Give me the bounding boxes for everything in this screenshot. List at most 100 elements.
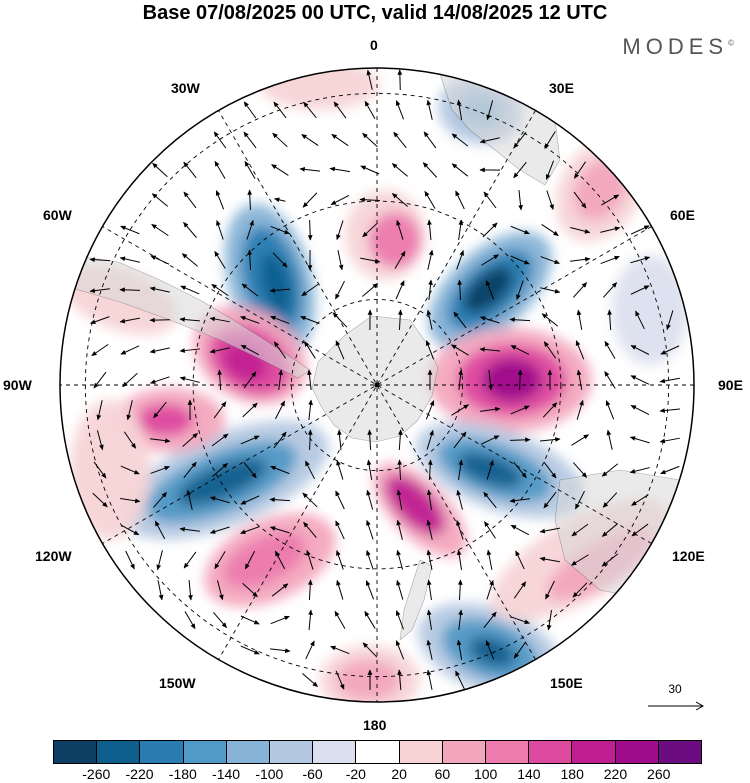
wind-vector-arrow	[179, 317, 201, 322]
wind-vector-arrow	[273, 101, 287, 119]
wind-vector-arrow	[335, 520, 345, 540]
wind-vector-arrow	[333, 101, 347, 119]
wind-vector-arrow	[308, 399, 313, 420]
wind-vector-arrow	[540, 256, 560, 265]
wind-vector-arrow	[570, 256, 591, 262]
anomaly-contour	[369, 212, 421, 268]
anomaly-contour	[463, 267, 513, 313]
wind-vector-arrow	[366, 549, 374, 570]
wind-vector-arrow	[151, 223, 169, 237]
wind-vector-arrow	[215, 190, 225, 210]
wind-vector-arrow	[270, 648, 291, 653]
colorbar-tick-label: -60	[302, 766, 323, 782]
wind-vector-arrow	[570, 554, 589, 566]
wind-vector-arrow	[209, 496, 230, 504]
wind-vector-arrow	[301, 283, 319, 297]
anomaly-contour	[70, 400, 150, 540]
wind-vector-arrow	[330, 195, 350, 205]
colorbar-tick-label: -100	[255, 766, 284, 782]
lon-label-30w: 30W	[171, 80, 200, 96]
wind-vector-arrow	[213, 612, 227, 628]
wind-vector-arrow	[602, 282, 618, 298]
wind-vector-arrow	[601, 553, 619, 567]
wind-vector-arrow	[240, 316, 260, 324]
wind-vector-arrow	[188, 579, 193, 601]
wind-vector-arrow	[214, 250, 226, 269]
wind-vector-arrow	[545, 160, 555, 180]
wind-vector-arrow	[307, 579, 313, 601]
wind-vector-arrow	[426, 489, 432, 510]
wind-vector-arrow	[149, 286, 170, 293]
wind-vector-arrow	[601, 463, 619, 477]
wind-vector-arrow	[120, 345, 140, 355]
wind-vector-arrow	[458, 609, 463, 630]
wind-vector-arrow	[120, 225, 140, 235]
lon-label-30e: 30E	[549, 80, 574, 96]
wind-vector-arrow	[246, 219, 254, 240]
wind-vector-arrow	[509, 317, 531, 323]
wind-vector-arrow	[393, 131, 407, 149]
wind-vector-arrow	[96, 430, 104, 451]
wind-vector-arrow	[302, 492, 318, 508]
meridian-line	[218, 110, 536, 660]
wind-vector-arrow	[366, 519, 374, 540]
wind-vector-arrow	[483, 491, 497, 509]
wind-vector-arrow	[426, 639, 433, 660]
wind-vector-arrow	[362, 132, 378, 148]
wind-vector-arrow	[299, 167, 320, 172]
lon-label-120e: 120E	[672, 548, 705, 564]
colorbar-ticks: -260 -220 -180 -140 -100 -60 -20 20 60 100 140 180 2…	[53, 766, 702, 782]
wind-vector-arrow	[546, 190, 554, 211]
wind-vector-arrow	[213, 401, 227, 419]
wind-vector-arrow	[274, 197, 286, 203]
wind-vector-arrow	[96, 400, 103, 421]
anomaly-contour	[177, 458, 267, 506]
wind-vector-arrow	[271, 583, 289, 597]
colorbar-swatch	[399, 741, 443, 763]
wind-vector-arrow	[331, 133, 349, 147]
wind-vector-arrow	[456, 489, 463, 510]
wind-vector-arrow	[485, 280, 495, 300]
wind-vector-arrow	[600, 255, 620, 265]
wind-vector-arrow	[395, 100, 405, 120]
wind-vector-arrow	[572, 462, 588, 478]
wind-vector-arrow	[270, 225, 290, 235]
wind-vector-arrow	[570, 227, 591, 234]
lon-label-150w: 150W	[159, 675, 196, 691]
wind-vector-arrow	[360, 165, 380, 175]
wind-vector-arrow	[486, 549, 493, 570]
wind-vector-arrow	[515, 550, 525, 570]
wind-vector-arrow	[214, 160, 226, 179]
wind-vector-arrow	[572, 582, 588, 598]
wind-vector-arrow	[336, 549, 344, 570]
wind-vector-arrow	[604, 370, 616, 389]
wind-vector-arrow	[364, 100, 376, 119]
wind-vector-arrow	[337, 429, 342, 451]
lon-label-60w: 60W	[43, 207, 72, 223]
wind-vector-arrow	[211, 433, 229, 447]
wind-vector-arrow	[153, 401, 167, 419]
wind-vector-arrow	[304, 341, 316, 359]
wind-vector-arrow	[483, 191, 497, 209]
wind-vector-arrow	[274, 400, 286, 420]
colorbar-swatch	[572, 741, 616, 763]
wind-vector-arrow	[244, 550, 256, 570]
wind-vector-arrow	[510, 345, 530, 355]
wind-vector-arrow	[426, 549, 433, 570]
wind-vector-arrow	[242, 582, 258, 598]
colorbar-swatch	[486, 741, 530, 763]
wind-vector-arrow	[91, 343, 109, 357]
wind-vector-arrow	[456, 639, 463, 660]
wind-vector-arrow	[153, 491, 167, 508]
wind-vector-arrow	[126, 400, 133, 421]
wind-vector-arrow	[150, 255, 170, 265]
wind-vector-arrow	[182, 432, 198, 448]
wind-vector-arrow	[335, 490, 345, 510]
wind-vector-arrow	[216, 219, 224, 240]
wind-vector-arrow	[631, 494, 649, 506]
wind-vector-arrow	[629, 467, 650, 474]
wind-vector-arrow	[93, 371, 107, 389]
colorbar-swatch	[183, 741, 227, 763]
wind-vector-arrow	[362, 642, 378, 658]
lon-label-90e: 90E	[718, 377, 743, 393]
